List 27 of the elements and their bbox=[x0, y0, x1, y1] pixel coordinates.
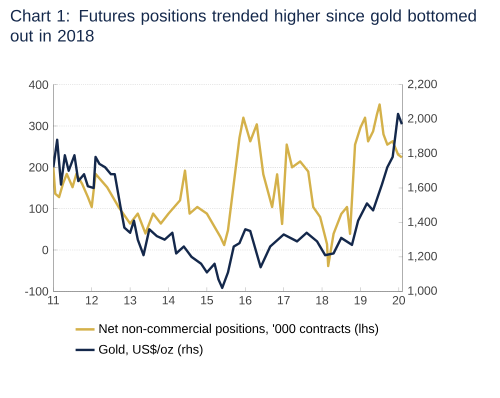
y2-tick-label: 1,400 bbox=[408, 217, 437, 228]
y2-tick-label: 1,000 bbox=[408, 286, 437, 296]
line-series bbox=[53, 103, 403, 268]
x-tick-label: 17 bbox=[278, 296, 290, 304]
x-tick-label: 15 bbox=[201, 296, 214, 304]
x-tick-label: 20 bbox=[392, 296, 406, 305]
chart-title: Chart 1: Futures positions trended higher since gold bottomed out in 2018 bbox=[10, 9, 476, 42]
x-tick-label: 18 bbox=[316, 296, 328, 305]
legend-label: Gold, US$/oz (rhs) bbox=[99, 344, 203, 356]
y2-tick-label: 1,800 bbox=[408, 148, 437, 158]
y-tick-label: 400 bbox=[28, 80, 48, 89]
y2-tick-label: 1,200 bbox=[408, 252, 437, 262]
x-tick-label: 16 bbox=[240, 296, 252, 305]
y2-tick-label: 2,200 bbox=[408, 80, 437, 90]
x-tick-label: 12 bbox=[86, 296, 98, 304]
y2-tick-label: 2,000 bbox=[408, 114, 437, 124]
legend-label: Net non-commercial positions, '000 contracts (lhs) bbox=[99, 324, 378, 336]
y-tick-label: 300 bbox=[29, 122, 48, 130]
x-tick-label: 13 bbox=[124, 296, 136, 305]
y-tick-label: 100 bbox=[30, 204, 48, 213]
y-tick-label: -100 bbox=[25, 287, 48, 296]
y-tick-label: 0 bbox=[42, 246, 48, 254]
x-tick-label: 14 bbox=[162, 296, 175, 304]
y-tick-label: 200 bbox=[29, 163, 48, 172]
y2-tick-label: 1,600 bbox=[408, 183, 437, 193]
x-tick-label: 11 bbox=[48, 296, 59, 304]
x-tick-label: 19 bbox=[354, 296, 367, 305]
